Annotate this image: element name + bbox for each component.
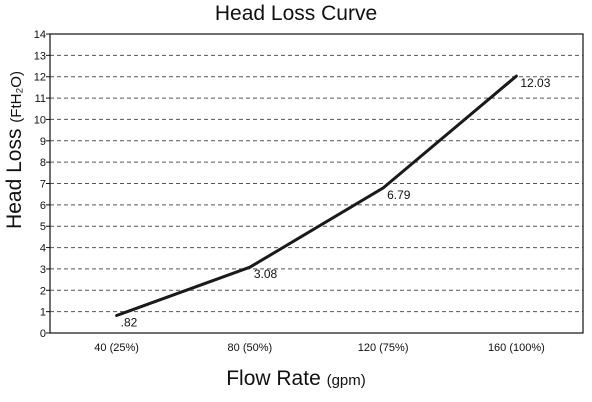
x-tick-label: 120 (75%) bbox=[358, 342, 409, 354]
head-loss-line bbox=[115, 74, 518, 317]
chart-title: Head Loss Curve bbox=[214, 2, 378, 25]
y-tick-label: 2 bbox=[40, 285, 46, 297]
y-tick-label: 1 bbox=[40, 307, 46, 319]
x-axis-title: Flow Rate (gpm) bbox=[0, 367, 592, 391]
y-tick-label: 4 bbox=[40, 243, 46, 255]
y-tick-label: 8 bbox=[40, 157, 46, 169]
y-tick-label: 9 bbox=[40, 136, 46, 148]
y-tick-label: 10 bbox=[34, 114, 46, 126]
y-tick-label: 13 bbox=[34, 50, 46, 62]
y-tick-label: 6 bbox=[40, 200, 46, 212]
y-tick-label: 3 bbox=[40, 264, 46, 276]
x-axis-label: Flow Rate bbox=[226, 367, 321, 390]
y-tick-label: 12 bbox=[34, 72, 46, 84]
data-label: .82 bbox=[121, 315, 138, 329]
y-tick-label: 14 bbox=[34, 29, 46, 41]
y-tick-label: 5 bbox=[40, 221, 46, 233]
y-tick-label: 11 bbox=[35, 93, 46, 105]
x-tick-label: 40 (25%) bbox=[94, 342, 139, 354]
data-label: 6.79 bbox=[387, 188, 411, 202]
data-label: 12.03 bbox=[520, 76, 550, 90]
y-tick-label: 0 bbox=[40, 328, 46, 340]
x-tick-label: 80 (50%) bbox=[228, 342, 273, 354]
x-axis-unit: (gpm) bbox=[326, 372, 366, 389]
data-label: 3.08 bbox=[254, 267, 278, 281]
x-tick-label: 160 (100%) bbox=[488, 342, 545, 354]
y-tick-label: 7 bbox=[40, 179, 46, 191]
